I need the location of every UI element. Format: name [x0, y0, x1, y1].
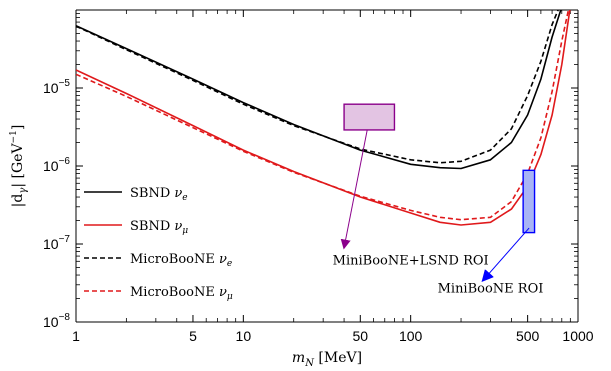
y-axis-title: |dγ| [GeV−1]	[9, 125, 29, 208]
x-tick-label: 1	[72, 328, 80, 344]
y-tick-label: 10−5	[43, 78, 70, 96]
y-tick-label: 10−8	[43, 312, 70, 330]
axis-ticks: 1 5 10 50 100 500 1000 10−8 10−7 10−6 10−5	[43, 10, 594, 344]
roi-arrow-2	[481, 227, 530, 283]
y-axis-title-unit: [GeV	[10, 143, 26, 183]
y-axis-title-sup: −1	[9, 130, 19, 143]
legend-label: MicroBooNE νμ	[130, 285, 233, 302]
y-tick-label: 10−7	[43, 234, 70, 252]
roi-box-1	[343, 103, 396, 131]
legend-label: MicroBooNE νe	[130, 252, 232, 269]
x-tick-label: 100	[399, 328, 423, 344]
y-tick-label: 10−6	[43, 156, 70, 174]
legend: SBND νe SBND νμ MicroBooNE νe MicroBooNE νμ	[84, 186, 233, 302]
y-axis-title-unit-close: ]	[10, 125, 26, 130]
y-axis-title-sub: γ	[18, 188, 29, 194]
series-line-microboone-e	[76, 10, 559, 164]
y-axis-title-close: |	[10, 183, 26, 188]
series-line-microboone-	[76, 10, 570, 221]
plot-frame	[75, 9, 579, 323]
legend-label: SBND νe	[130, 186, 188, 203]
regions-group: MiniBooNE+LSND ROI MiniBooNE ROI	[333, 103, 544, 296]
roi-label-2: MiniBooNE ROI	[438, 281, 544, 296]
legend-label: SBND νμ	[130, 219, 188, 236]
roi-box-2	[522, 169, 536, 234]
x-axis-title-main: m	[292, 350, 305, 366]
x-axis-title-sub: N	[304, 358, 315, 369]
series-line-sbnd-	[76, 10, 571, 226]
x-tick-label: 1000	[562, 328, 593, 344]
series-group	[76, 10, 571, 226]
x-axis-title-unit: [MeV]	[314, 350, 362, 366]
series-line-sbnd-e	[76, 10, 562, 170]
x-tick-label: 50	[353, 328, 369, 344]
x-tick-label: 10	[236, 328, 252, 344]
x-axis-title: mN [MeV]	[292, 350, 362, 369]
roi-label-1: MiniBooNE+LSND ROI	[333, 253, 489, 268]
x-tick-label: 500	[516, 328, 540, 344]
x-tick-label: 5	[189, 328, 197, 344]
y-axis-title-main: |d	[10, 194, 26, 208]
roi-arrow-1	[340, 129, 368, 250]
